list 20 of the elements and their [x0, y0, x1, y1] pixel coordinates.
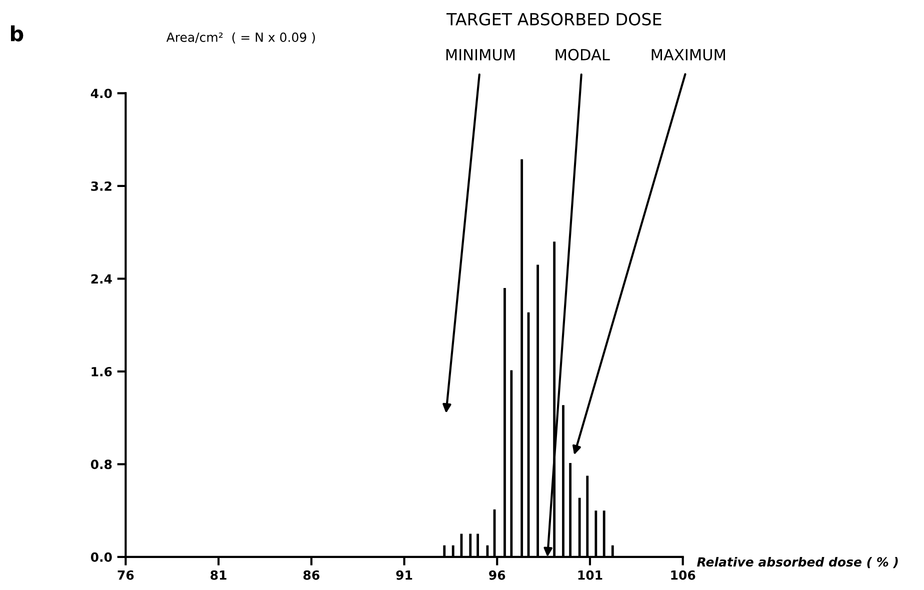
- text: MINIMUM: [446, 49, 515, 60]
- x-tick-label: 91: [396, 570, 412, 580]
- y-tick-label: 4.0: [90, 88, 112, 98]
- y-tick-label: 0.8: [90, 460, 112, 470]
- x-axis-title: Relative absorbed dose ( % ): [697, 556, 898, 568]
- text: MAXIMUM: [652, 49, 725, 60]
- text: b: [10, 25, 24, 42]
- y-tick-label: 2.4: [91, 274, 112, 284]
- x-tick-label: 81: [210, 570, 226, 580]
- y-tick-label: 3.2: [91, 181, 112, 191]
- x-tick-label: 76: [118, 570, 134, 580]
- chart-title: TARGET ABSORBED DOSE: [446, 12, 662, 26]
- x-tick-label: 101: [578, 570, 602, 580]
- y-tick-label: 0.0: [90, 552, 112, 562]
- y-tick-label: 1.6: [92, 366, 112, 376]
- x-tick-label: 96: [489, 570, 506, 580]
- x-tick-label: 86: [303, 570, 320, 580]
- y-axis-title: Area/cm² ( = N x 0.09 ): [166, 32, 315, 44]
- text: MODAL: [556, 48, 610, 60]
- x-tick-label: 106: [671, 570, 696, 580]
